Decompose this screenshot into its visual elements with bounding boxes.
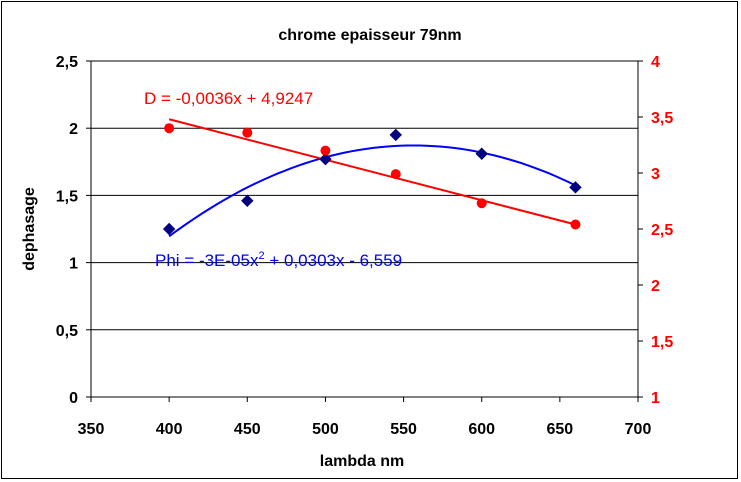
y-axis-label: dephasage	[21, 187, 38, 271]
linear-trendline-equation: D = -0,0036x + 4,9247	[144, 89, 313, 108]
y-left-tick-label: 1	[69, 256, 78, 273]
x-tick-label: 650	[547, 421, 574, 438]
y-right-tick-label: 1,5	[651, 334, 673, 351]
circle-point	[570, 219, 581, 230]
diamond-point	[569, 181, 582, 194]
y-right-tick-label: 2,5	[651, 222, 673, 239]
y-left-tick-label: 1,5	[56, 188, 78, 205]
x-axis-label: lambda nm	[320, 453, 404, 470]
x-tick-label: 700	[625, 421, 652, 438]
chart-title: chrome epaisseur 79nm	[278, 27, 461, 44]
y-right-tick-label: 3,5	[651, 110, 673, 127]
circle-point	[320, 145, 331, 156]
x-tick-label: 600	[468, 421, 495, 438]
linear-trendline	[168, 118, 576, 226]
diamond-point	[389, 128, 402, 142]
y-left-tick-label: 0	[69, 390, 78, 407]
y-right-tick-label: 3	[651, 166, 660, 183]
gridlines	[91, 60, 638, 331]
y-left-tick-label: 2	[69, 121, 78, 138]
y-right-tick-label: 1	[651, 390, 660, 407]
y-right-tick-label: 2	[651, 278, 660, 295]
polynomial-trendline	[168, 144, 576, 238]
circle-point	[476, 198, 487, 209]
x-tick-label: 450	[234, 421, 261, 438]
circle-point	[164, 123, 175, 134]
tick-labels: 350 400 450 500 550 600 650 700 0 0,5 1 1,5 2 2,5 1 1,5…	[56, 54, 674, 438]
trendlines	[168, 118, 576, 238]
y-right-tick-label: 4	[651, 54, 660, 71]
diamond-point	[162, 222, 176, 236]
circle-point	[390, 169, 401, 180]
poly-equation-exponent: 2	[258, 250, 264, 262]
data-markers	[162, 123, 582, 236]
y-left-tick-label: 2,5	[56, 54, 78, 71]
axes	[86, 60, 643, 402]
x-tick-label: 350	[78, 421, 105, 438]
x-tick-label: 400	[156, 421, 183, 438]
diamond-point	[241, 194, 254, 207]
circle-point	[242, 127, 253, 138]
x-tick-label: 500	[312, 421, 339, 438]
y-left-tick-label: 0,5	[56, 323, 78, 340]
polynomial-trendline-equation: Phi = -3E-05x2 + 0,0303x - 6,559	[155, 250, 402, 270]
poly-equation-rest: + 0,0303x - 6,559	[265, 251, 403, 270]
x-tick-label: 550	[390, 421, 417, 438]
diamond-point	[319, 152, 332, 166]
diamond-point	[475, 147, 488, 160]
poly-equation-main: Phi = -3E-05x	[155, 251, 259, 270]
